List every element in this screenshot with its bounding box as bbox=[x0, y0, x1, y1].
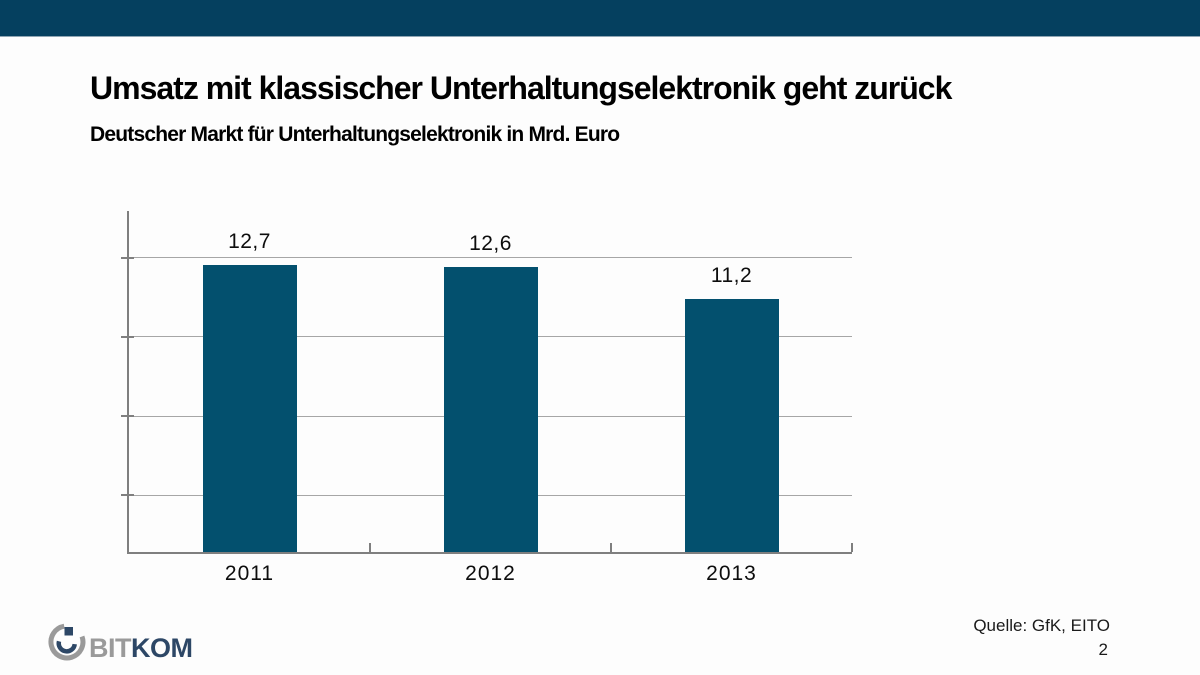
y-axis-tick bbox=[121, 256, 134, 259]
bar-chart-plot-area: 12,7 2011 12,6 2012 11,2 2013 bbox=[121, 211, 853, 585]
logo-outer-arc bbox=[48, 623, 86, 661]
bar-2011 bbox=[202, 265, 297, 552]
category-label: 2012 bbox=[465, 562, 516, 585]
bar-2012 bbox=[443, 267, 538, 552]
bar-value-label: 12,7 bbox=[228, 230, 271, 254]
category-tick bbox=[851, 543, 853, 552]
bitkom-logo-text: BITKOM bbox=[89, 635, 193, 662]
bar-value-label: 11,2 bbox=[710, 264, 753, 288]
bar-value-label: 12,6 bbox=[469, 232, 512, 256]
slide-subtitle: Deutscher Markt für Unterhaltungselektro… bbox=[90, 123, 620, 146]
bitkom-logo: BITKOM bbox=[45, 613, 193, 667]
category-label: 2011 bbox=[224, 562, 275, 585]
source-note: Quelle: GfK, EITO bbox=[973, 616, 1110, 635]
gridline bbox=[129, 257, 852, 259]
page-number: 2 bbox=[1098, 640, 1108, 659]
logo-square bbox=[64, 627, 73, 636]
bar-2013 bbox=[684, 299, 779, 552]
logo-inner-arc bbox=[56, 640, 77, 654]
bitkom-logo-mark bbox=[48, 623, 86, 661]
logo-text-bit: BIT bbox=[89, 633, 132, 663]
header-bar bbox=[0, 0, 1200, 37]
y-axis-tick bbox=[121, 335, 134, 338]
category-tick bbox=[610, 543, 612, 552]
slide-title: Umsatz mit klassischer Unterhaltungselek… bbox=[90, 70, 952, 106]
logo-text-kom: KOM bbox=[131, 633, 193, 663]
y-axis-tick bbox=[121, 494, 134, 497]
y-axis-tick bbox=[121, 415, 134, 418]
category-label: 2013 bbox=[706, 562, 757, 585]
category-tick bbox=[369, 543, 371, 552]
